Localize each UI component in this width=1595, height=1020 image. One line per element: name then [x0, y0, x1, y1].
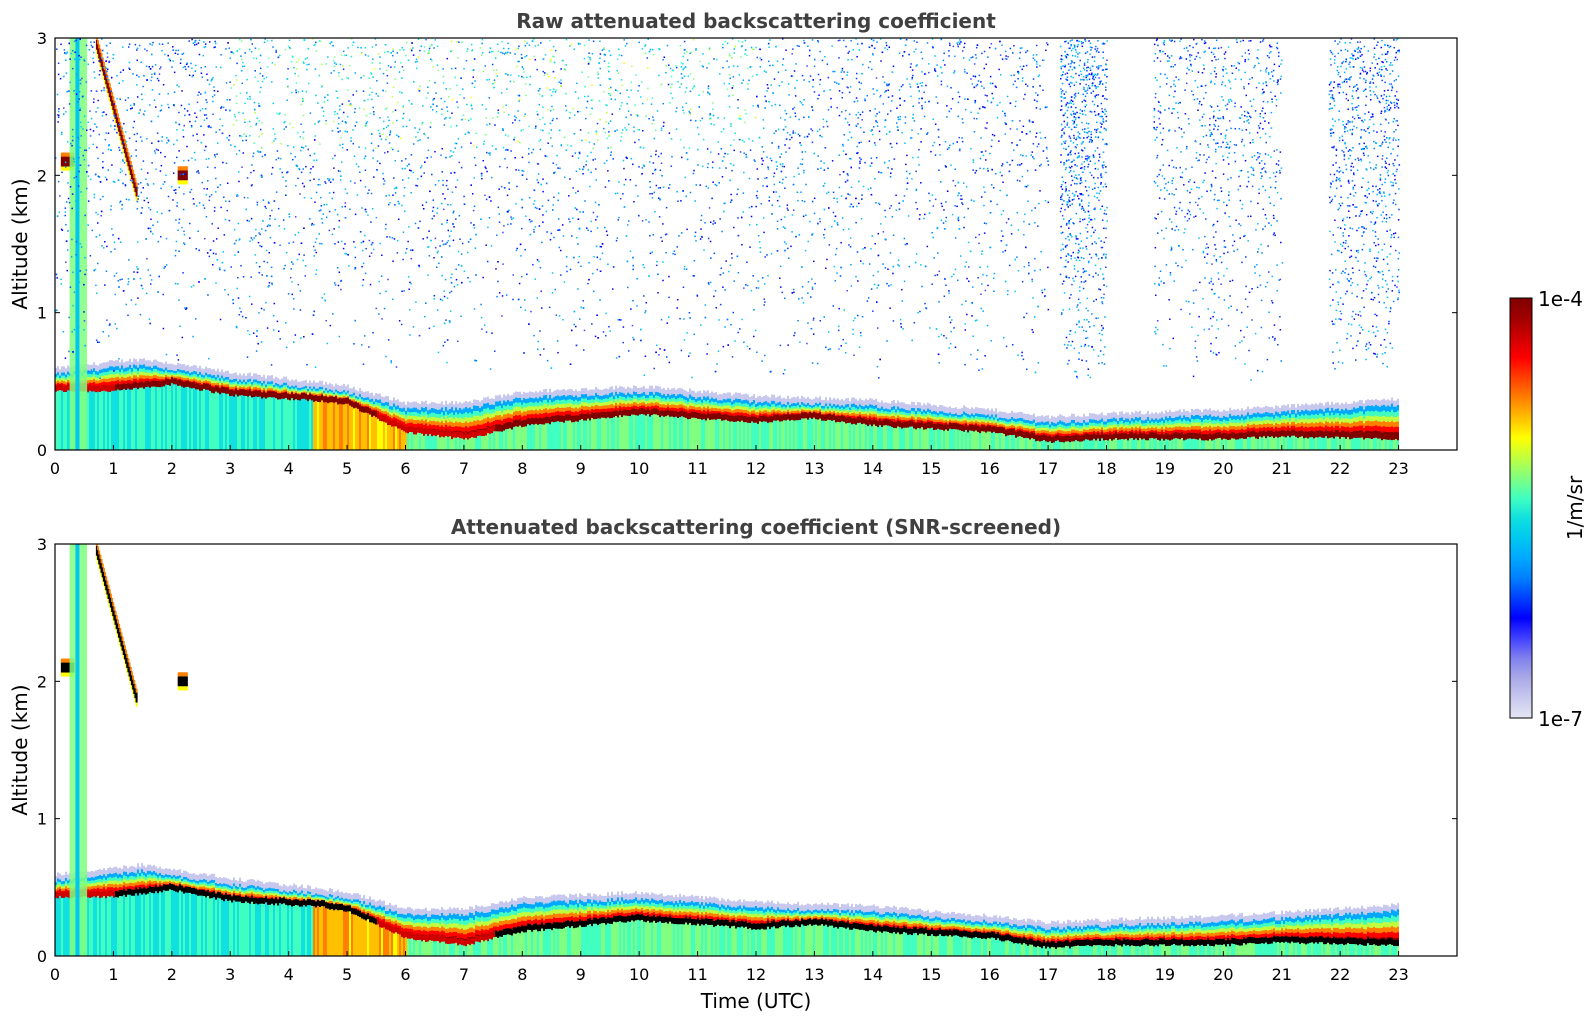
bottom-panel-x-axis: 0 1 2 3 4 5 6 7 8 9 10 11 12 13 14 15 16 17 18 19 20 21 22 23: [50, 951, 1409, 984]
x-tick-label: 6: [400, 965, 410, 984]
x-tick-label: 12: [746, 459, 766, 478]
y-tick-label: 3: [37, 29, 47, 48]
x-tick-label: 9: [576, 965, 586, 984]
x-tick-label: 23: [1388, 965, 1408, 984]
colorbar-max-label: 1e-4: [1538, 287, 1583, 311]
y-tick-label: 0: [37, 947, 47, 966]
x-tick-label: 13: [804, 459, 824, 478]
x-tick-label: 14: [863, 459, 883, 478]
x-tick-label: 16: [979, 459, 999, 478]
x-tick-label: 11: [687, 965, 707, 984]
x-tick-label: 21: [1272, 965, 1292, 984]
x-tick-label: 21: [1272, 459, 1292, 478]
x-tick-label: 4: [284, 965, 294, 984]
x-tick-label: 8: [517, 965, 527, 984]
x-tick-label: 7: [459, 965, 469, 984]
y-tick-label: 0: [37, 441, 47, 460]
colorbar-min-label: 1e-7: [1538, 707, 1583, 731]
x-tick-label: 0: [50, 965, 60, 984]
colorbar-gradient: [1509, 297, 1533, 719]
x-tick-label: 2: [167, 459, 177, 478]
x-tick-label: 1: [108, 459, 118, 478]
x-tick-label: 23: [1388, 459, 1408, 478]
x-tick-label: 16: [979, 965, 999, 984]
y-tick-label: 2: [37, 672, 47, 691]
x-tick-label: 1: [108, 965, 118, 984]
x-tick-label: 19: [1155, 965, 1175, 984]
x-tick-label: 13: [804, 965, 824, 984]
x-tick-label: 20: [1213, 965, 1233, 984]
x-tick-label: 5: [342, 965, 352, 984]
top-panel-title: Raw attenuated backscattering coefficien…: [516, 9, 996, 33]
colorbar-unit-label: 1/m/sr: [1563, 475, 1587, 540]
x-tick-label: 5: [342, 459, 352, 478]
x-tick-label: 20: [1213, 459, 1233, 478]
bottom-panel-ylabel: Altitude (km): [8, 684, 32, 815]
x-tick-label: 3: [225, 965, 235, 984]
bottom-panel-title: Attenuated backscattering coefficient (S…: [451, 515, 1061, 539]
x-tick-label: 7: [459, 459, 469, 478]
x-tick-label: 22: [1330, 459, 1350, 478]
x-tick-label: 17: [1038, 965, 1058, 984]
x-tick-label: 19: [1155, 459, 1175, 478]
y-tick-label: 1: [37, 304, 47, 323]
x-tick-label: 17: [1038, 459, 1058, 478]
x-tick-label: 10: [629, 965, 649, 984]
x-tick-label: 14: [863, 965, 883, 984]
x-tick-label: 6: [400, 459, 410, 478]
x-tick-label: 9: [576, 459, 586, 478]
bottom-panel-xlabel: Time (UTC): [700, 989, 812, 1013]
x-tick-label: 3: [225, 459, 235, 478]
top-panel-x-axis: 0 1 2 3 4 5 6 7 8 9 10 11 12 13 14 15 16 17 18 19 20 21 22 23: [50, 445, 1409, 478]
x-tick-label: 15: [921, 459, 941, 478]
x-tick-label: 18: [1096, 459, 1116, 478]
x-tick-label: 8: [517, 459, 527, 478]
y-tick-label: 1: [37, 810, 47, 829]
top-panel-y-axis: 0 1 2 3: [37, 29, 1457, 460]
colorbar: 1e-4 1e-7 1/m/sr: [1509, 287, 1587, 731]
bottom-panel-heatmap: [55, 544, 1399, 956]
y-tick-label: 2: [37, 166, 47, 185]
bottom-panel: Attenuated backscattering coefficient (S…: [8, 515, 1458, 1013]
x-tick-label: 18: [1096, 965, 1116, 984]
x-tick-label: 12: [746, 965, 766, 984]
top-panel-heatmap: [55, 38, 1401, 450]
x-tick-label: 4: [284, 459, 294, 478]
y-tick-label: 3: [37, 535, 47, 554]
bottom-panel-y-axis: 0 1 2 3: [37, 535, 1457, 966]
x-tick-label: 11: [687, 459, 707, 478]
top-panel-ylabel: Altitude (km): [8, 178, 32, 309]
top-panel: Raw attenuated backscattering coefficien…: [8, 9, 1458, 478]
x-tick-label: 10: [629, 459, 649, 478]
x-tick-label: 22: [1330, 965, 1350, 984]
x-tick-label: 2: [167, 965, 177, 984]
x-tick-label: 15: [921, 965, 941, 984]
x-tick-label: 0: [50, 459, 60, 478]
